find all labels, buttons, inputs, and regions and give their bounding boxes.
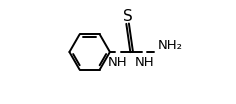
Text: NH₂: NH₂ [157, 39, 182, 52]
Text: S: S [123, 9, 133, 24]
Text: NH: NH [135, 56, 155, 69]
Text: NH: NH [108, 56, 128, 69]
